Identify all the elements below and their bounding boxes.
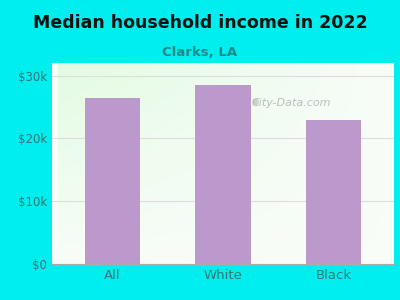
Text: Median household income in 2022: Median household income in 2022 xyxy=(33,14,367,32)
Bar xyxy=(196,85,250,264)
Bar xyxy=(306,119,361,264)
Bar xyxy=(85,98,140,264)
Text: ⚫: ⚫ xyxy=(250,96,261,110)
Text: Clarks, LA: Clarks, LA xyxy=(162,46,238,59)
Text: City-Data.com: City-Data.com xyxy=(252,98,331,108)
